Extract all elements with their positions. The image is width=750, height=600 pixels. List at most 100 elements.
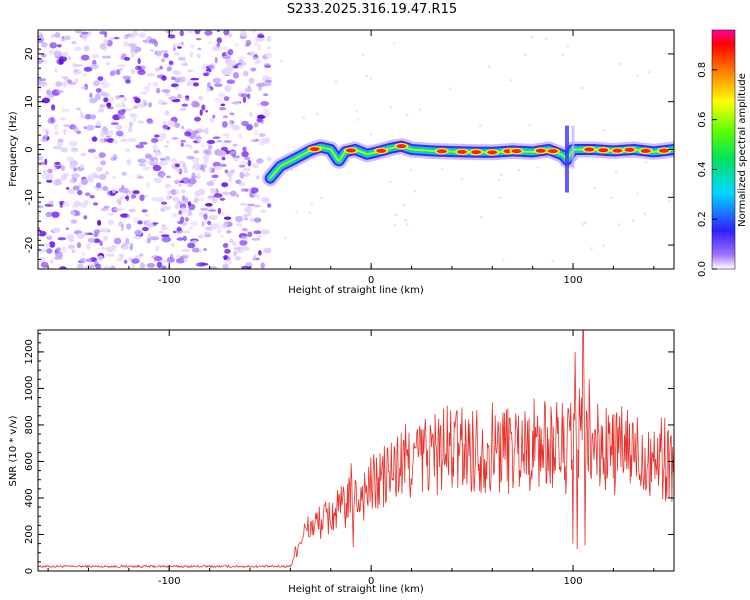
noise-blob (132, 190, 140, 195)
faint-dot (487, 65, 491, 68)
faint-dot (614, 170, 618, 173)
noise-blob (89, 97, 98, 104)
noise-blob (59, 202, 63, 208)
noise-blob (76, 233, 85, 239)
noise-blob (226, 62, 234, 69)
noise-blob (87, 148, 96, 153)
noise-blob (255, 158, 264, 164)
noise-blob (80, 54, 90, 61)
noise-blob (253, 122, 259, 128)
noise-blob (187, 182, 194, 188)
noise-blob (93, 229, 100, 235)
noise-blob (103, 97, 109, 103)
noise-blob (38, 230, 41, 235)
noise-blob (174, 122, 180, 128)
noise-blob (159, 132, 167, 139)
noise-blob (238, 164, 246, 168)
faint-dot (365, 74, 369, 78)
faint-dot (389, 106, 392, 109)
noise-blob (188, 178, 197, 185)
noise-blob (179, 107, 187, 112)
faint-dot (528, 124, 532, 127)
noise-blob (77, 263, 84, 269)
noise-blob (168, 60, 174, 66)
faint-dot (295, 210, 299, 213)
x-tick-label: 100 (564, 275, 583, 286)
noise-blob (54, 131, 59, 136)
noise-blob (110, 122, 119, 125)
noise-blob (161, 75, 167, 81)
noise-blob (262, 93, 269, 97)
noise-blob (173, 52, 180, 56)
noise-blob (152, 164, 162, 172)
noise-blob (182, 60, 188, 66)
noise-blob (234, 43, 240, 47)
noise-blob (213, 193, 223, 198)
noise-blob (172, 43, 177, 48)
x-tick-label: 0 (368, 576, 374, 587)
noise-blob (144, 85, 151, 92)
noise-blob (60, 246, 68, 253)
noise-blob (119, 187, 123, 193)
faint-dot (501, 258, 505, 261)
noise-blob (220, 103, 226, 107)
noise-blob (140, 91, 148, 95)
colorbar-ticks: 0.0 0.2 0.4 0.6 0.8 (697, 62, 717, 277)
noise-blob (196, 37, 202, 41)
noise-blob (74, 78, 79, 82)
hot-spot-inner (612, 148, 623, 153)
noise-blob (68, 244, 75, 250)
noise-blob (216, 228, 222, 234)
noise-blob (62, 82, 67, 88)
snr-series-line (38, 330, 674, 569)
noise-blob (253, 130, 259, 136)
noise-blob (156, 50, 162, 57)
noise-blob (120, 138, 128, 143)
noise-blob (131, 262, 135, 269)
noise-blob (170, 83, 179, 88)
noise-blob (199, 109, 203, 116)
noise-blob (161, 265, 167, 269)
noise-blob (242, 168, 251, 172)
noise-blob (125, 237, 130, 245)
noise-blob (120, 223, 124, 229)
noise-blob (80, 203, 88, 208)
noise-blob (212, 114, 216, 119)
noise-blob (191, 172, 196, 179)
colorbar-tick-label: 0.4 (697, 161, 708, 177)
noise-blob (223, 46, 228, 50)
y-tick-label: 1000 (24, 376, 35, 401)
noise-blob (197, 139, 202, 143)
faint-dot (460, 178, 464, 181)
noise-blob (139, 194, 145, 202)
noise-blob (198, 95, 204, 100)
spectrogram-x-label: Height of straight line (km) (288, 285, 424, 296)
noise-blob (162, 205, 171, 211)
noise-blob (247, 159, 252, 167)
faint-dot (581, 86, 584, 90)
noise-blob (133, 216, 138, 223)
noise-blob (43, 134, 48, 139)
noise-blob (239, 171, 245, 179)
noise-blob (186, 30, 194, 33)
noise-blob (142, 226, 149, 232)
noise-blob (150, 49, 155, 52)
noise-blob (261, 138, 271, 144)
noise-blob (38, 81, 48, 87)
noise-blob (240, 236, 249, 241)
snr-frame (37, 329, 675, 572)
colorbar: 0.0 0.2 0.4 0.6 0.8 Normalized spectral ampl… (697, 29, 748, 277)
noise-blob (176, 257, 185, 264)
noise-blob (180, 189, 186, 194)
noise-blob (241, 151, 249, 158)
noise-blob (71, 173, 80, 178)
noise-blob (222, 115, 228, 118)
noise-blob (147, 120, 154, 125)
noise-blob (164, 144, 169, 149)
noise-blob (130, 34, 135, 39)
noise-blob (84, 232, 88, 236)
noise-blob (56, 58, 65, 65)
noise-blob (222, 263, 229, 269)
noise-blob (161, 236, 171, 243)
noise-blob (251, 238, 261, 241)
